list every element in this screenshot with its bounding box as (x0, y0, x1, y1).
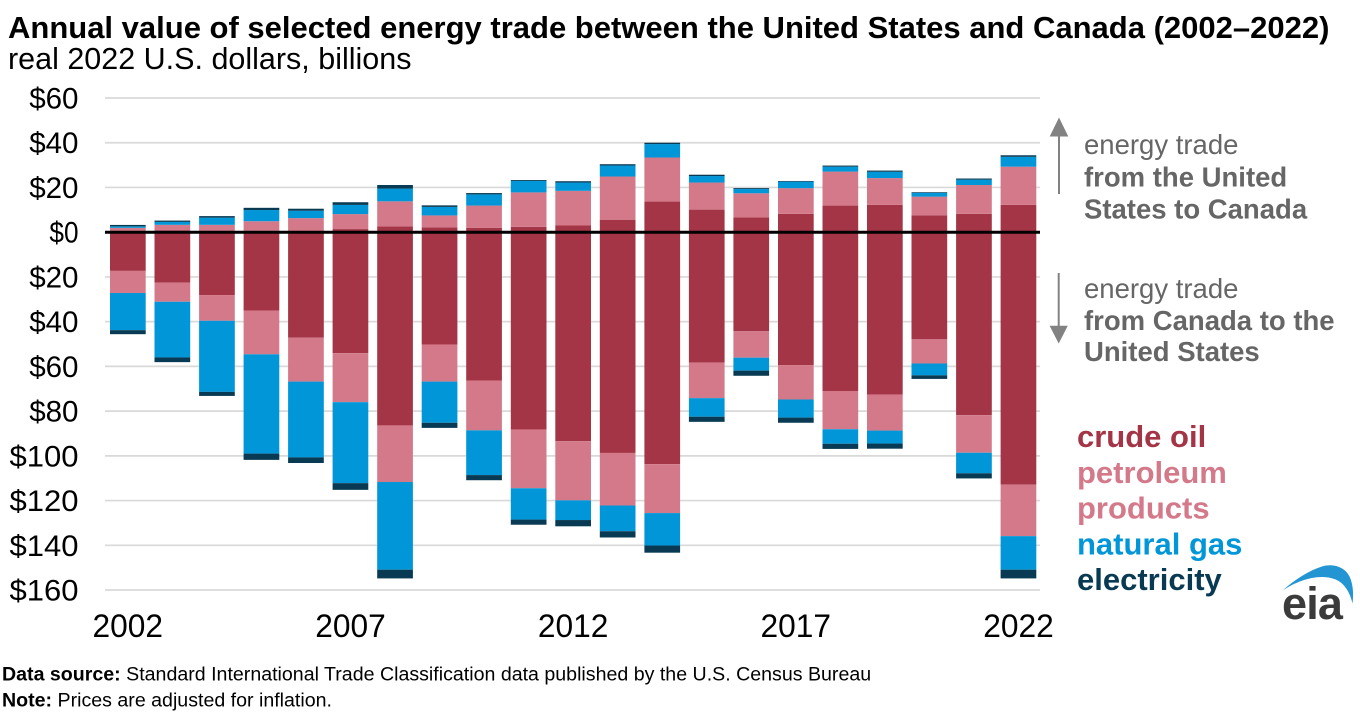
svg-text:Data source: Standard Internat: Data source: Standard International Trad… (2, 664, 871, 686)
svg-text:$140: $140 (10, 530, 79, 563)
svg-text:2012: 2012 (538, 608, 609, 644)
svg-text:2002: 2002 (93, 608, 164, 644)
svg-text:2007: 2007 (315, 608, 386, 644)
svg-text:$80: $80 (29, 396, 78, 429)
svg-text:$120: $120 (10, 485, 79, 518)
svg-text:products: products (1077, 491, 1210, 526)
svg-text:United States: United States (1084, 336, 1260, 367)
svg-text:$160: $160 (10, 575, 79, 608)
svg-text:$0: $0 (49, 217, 78, 250)
svg-text:2022: 2022 (983, 608, 1054, 644)
svg-text:$60: $60 (29, 83, 78, 116)
svg-text:$100: $100 (10, 440, 79, 473)
svg-text:$60: $60 (29, 351, 78, 384)
svg-text:$20: $20 (29, 172, 78, 205)
svg-text:Note: Prices are adjusted for: Note: Prices are adjusted for inflation. (2, 689, 332, 711)
svg-text:Annual value of selected energ: Annual value of selected energy trade be… (8, 10, 1329, 45)
svg-text:2017: 2017 (761, 608, 832, 644)
svg-text:natural gas: natural gas (1077, 527, 1242, 562)
svg-text:energy trade: energy trade (1084, 129, 1238, 160)
svg-text:from Canada to the: from Canada to the (1084, 305, 1335, 336)
svg-text:$40: $40 (29, 306, 78, 339)
svg-text:from the United: from the United (1084, 162, 1287, 193)
svg-text:electricity: electricity (1077, 562, 1223, 597)
svg-text:petroleum: petroleum (1077, 455, 1227, 490)
svg-text:energy trade: energy trade (1084, 273, 1238, 304)
svg-text:crude oil: crude oil (1077, 419, 1206, 454)
svg-text:$40: $40 (29, 127, 78, 160)
svg-text:eia: eia (1282, 578, 1344, 629)
svg-text:States to Canada: States to Canada (1084, 194, 1308, 225)
svg-text:real 2022 U.S. dollars, billio: real 2022 U.S. dollars, billions (8, 42, 412, 76)
svg-text:$20: $20 (29, 261, 78, 294)
